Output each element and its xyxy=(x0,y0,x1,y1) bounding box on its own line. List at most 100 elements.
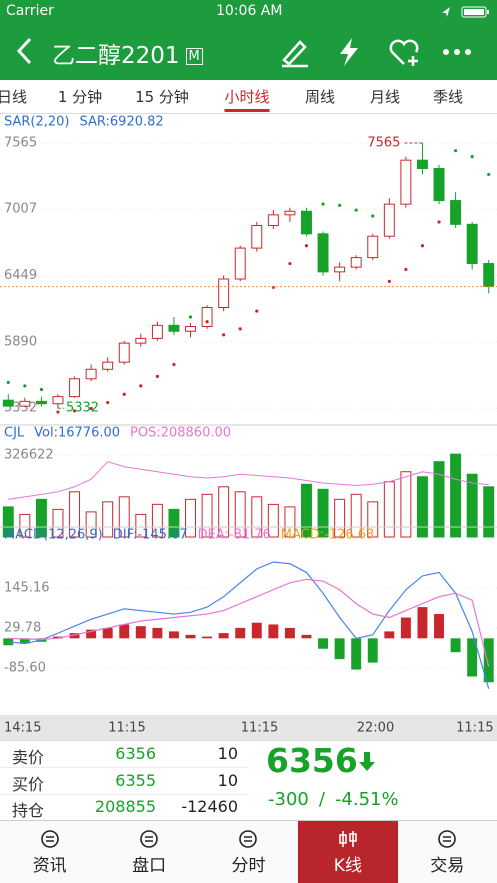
sar-dot xyxy=(338,203,342,207)
tab[interactable]: 日线 xyxy=(0,88,28,106)
tab[interactable]: 季线 xyxy=(432,88,464,106)
candle-body xyxy=(234,247,246,280)
volume-bar xyxy=(218,486,230,538)
flash-icon[interactable] xyxy=(340,38,358,66)
nav-item[interactable]: 分时 xyxy=(199,821,298,883)
volume-bar xyxy=(102,501,114,538)
change-pct: -4.51% xyxy=(334,789,399,810)
row-price: 208855 xyxy=(94,797,156,816)
y-tick-label: 29.78 xyxy=(4,620,41,635)
last-price: 6356 xyxy=(266,741,376,780)
indicator-label: DIF:-145.07 xyxy=(113,528,188,543)
macd-bar xyxy=(19,638,30,644)
volume-bar xyxy=(234,491,246,538)
row-qty: 10 xyxy=(217,744,238,763)
candle-body xyxy=(416,159,428,169)
volume-bar xyxy=(466,473,478,538)
volume-bar xyxy=(267,503,279,538)
macd-bar xyxy=(185,634,196,639)
indicator-label: SAR(2,20) xyxy=(4,115,70,130)
candle-body xyxy=(35,400,47,405)
macd-bar xyxy=(467,638,478,677)
x-tick-label: 11:15 xyxy=(241,721,278,736)
candle-body xyxy=(350,257,362,268)
candle-body xyxy=(301,210,312,235)
indicator-label: MACD:-126.63 xyxy=(281,528,375,543)
carrier: Carrier xyxy=(6,3,54,19)
sar-dot xyxy=(437,220,441,224)
macd-bar xyxy=(235,627,246,639)
sar-dot xyxy=(255,309,259,313)
macd-line xyxy=(8,578,490,667)
tab[interactable]: 15 分钟 xyxy=(135,88,189,106)
nav-label: 交易 xyxy=(430,856,465,876)
nav-item[interactable]: 资讯 xyxy=(0,821,99,883)
macd-bar xyxy=(483,638,494,683)
sar-dot xyxy=(404,267,408,272)
candle-body xyxy=(317,233,329,273)
draw-icon[interactable] xyxy=(282,40,308,68)
row-label: 买价 xyxy=(12,774,45,794)
macd-bar xyxy=(119,624,130,639)
volume-bar xyxy=(334,498,346,538)
candle-body xyxy=(2,399,14,407)
sar-dot xyxy=(139,384,143,388)
fav-icon[interactable] xyxy=(389,39,419,66)
tab[interactable]: 小时线 xyxy=(224,86,270,112)
sar-dot xyxy=(222,333,226,337)
down-arrow xyxy=(358,752,375,771)
sar-dot xyxy=(354,208,358,212)
sar-dot xyxy=(288,261,292,266)
nav-item[interactable]: K线 xyxy=(298,821,398,883)
annotation: 5332 xyxy=(66,401,99,416)
candle-body xyxy=(118,342,130,363)
tab[interactable]: 月线 xyxy=(369,88,401,106)
change-value: -300 xyxy=(268,789,309,810)
nav-item[interactable]: 盘口 xyxy=(99,821,198,883)
macd-bar xyxy=(417,607,428,639)
indicator-label: POS:208860.00 xyxy=(130,426,231,441)
candle-body xyxy=(367,235,379,259)
back-button[interactable] xyxy=(14,36,36,66)
macd-bar xyxy=(334,638,345,660)
sar-dot xyxy=(6,380,10,384)
volume-bar xyxy=(350,493,362,538)
sar-dot xyxy=(155,374,159,379)
volume-bar xyxy=(433,461,445,538)
indicator-label: Vol:16776.00 xyxy=(34,426,120,441)
volume-bar xyxy=(367,501,379,538)
volume-bar xyxy=(450,453,462,538)
y-tick-label: 7007 xyxy=(4,202,37,217)
row-label: 持仓 xyxy=(12,801,45,820)
sar-dot xyxy=(122,392,126,396)
nav-item[interactable]: 交易 xyxy=(398,821,497,883)
y-tick-label: 145.16 xyxy=(4,580,50,595)
candle-body xyxy=(334,266,346,273)
more-icon[interactable] xyxy=(443,49,471,55)
tab[interactable]: 周线 xyxy=(304,88,336,106)
row-price: 6355 xyxy=(115,770,156,790)
sar-dot xyxy=(420,244,425,248)
quote-row: 持仓 208855 -12460 xyxy=(0,794,248,821)
nav-label: K线 xyxy=(333,856,362,876)
sar-dot xyxy=(188,315,193,319)
macd-bar xyxy=(450,638,461,653)
y-tick-label: 7565 xyxy=(4,135,37,150)
sar-dot xyxy=(387,279,391,283)
nav-label: 分时 xyxy=(231,856,266,876)
macd-bar xyxy=(135,626,146,639)
tab[interactable]: 1 分钟 xyxy=(57,88,103,106)
nav-icon xyxy=(438,830,457,848)
row-qty: -12460 xyxy=(181,797,238,816)
candle-body xyxy=(433,167,445,202)
sar-dot xyxy=(453,149,458,153)
change: -300 / -4.51% xyxy=(268,789,409,810)
x-tick-label: 22:00 xyxy=(357,721,394,736)
volume-bar xyxy=(483,486,495,538)
nav-icon xyxy=(40,830,59,848)
candle-body xyxy=(267,214,279,227)
indicator-label: SAR:6920.82 xyxy=(80,115,164,130)
sar-dot xyxy=(487,172,491,177)
sar-dot xyxy=(106,400,110,405)
macd-bar xyxy=(3,638,14,646)
